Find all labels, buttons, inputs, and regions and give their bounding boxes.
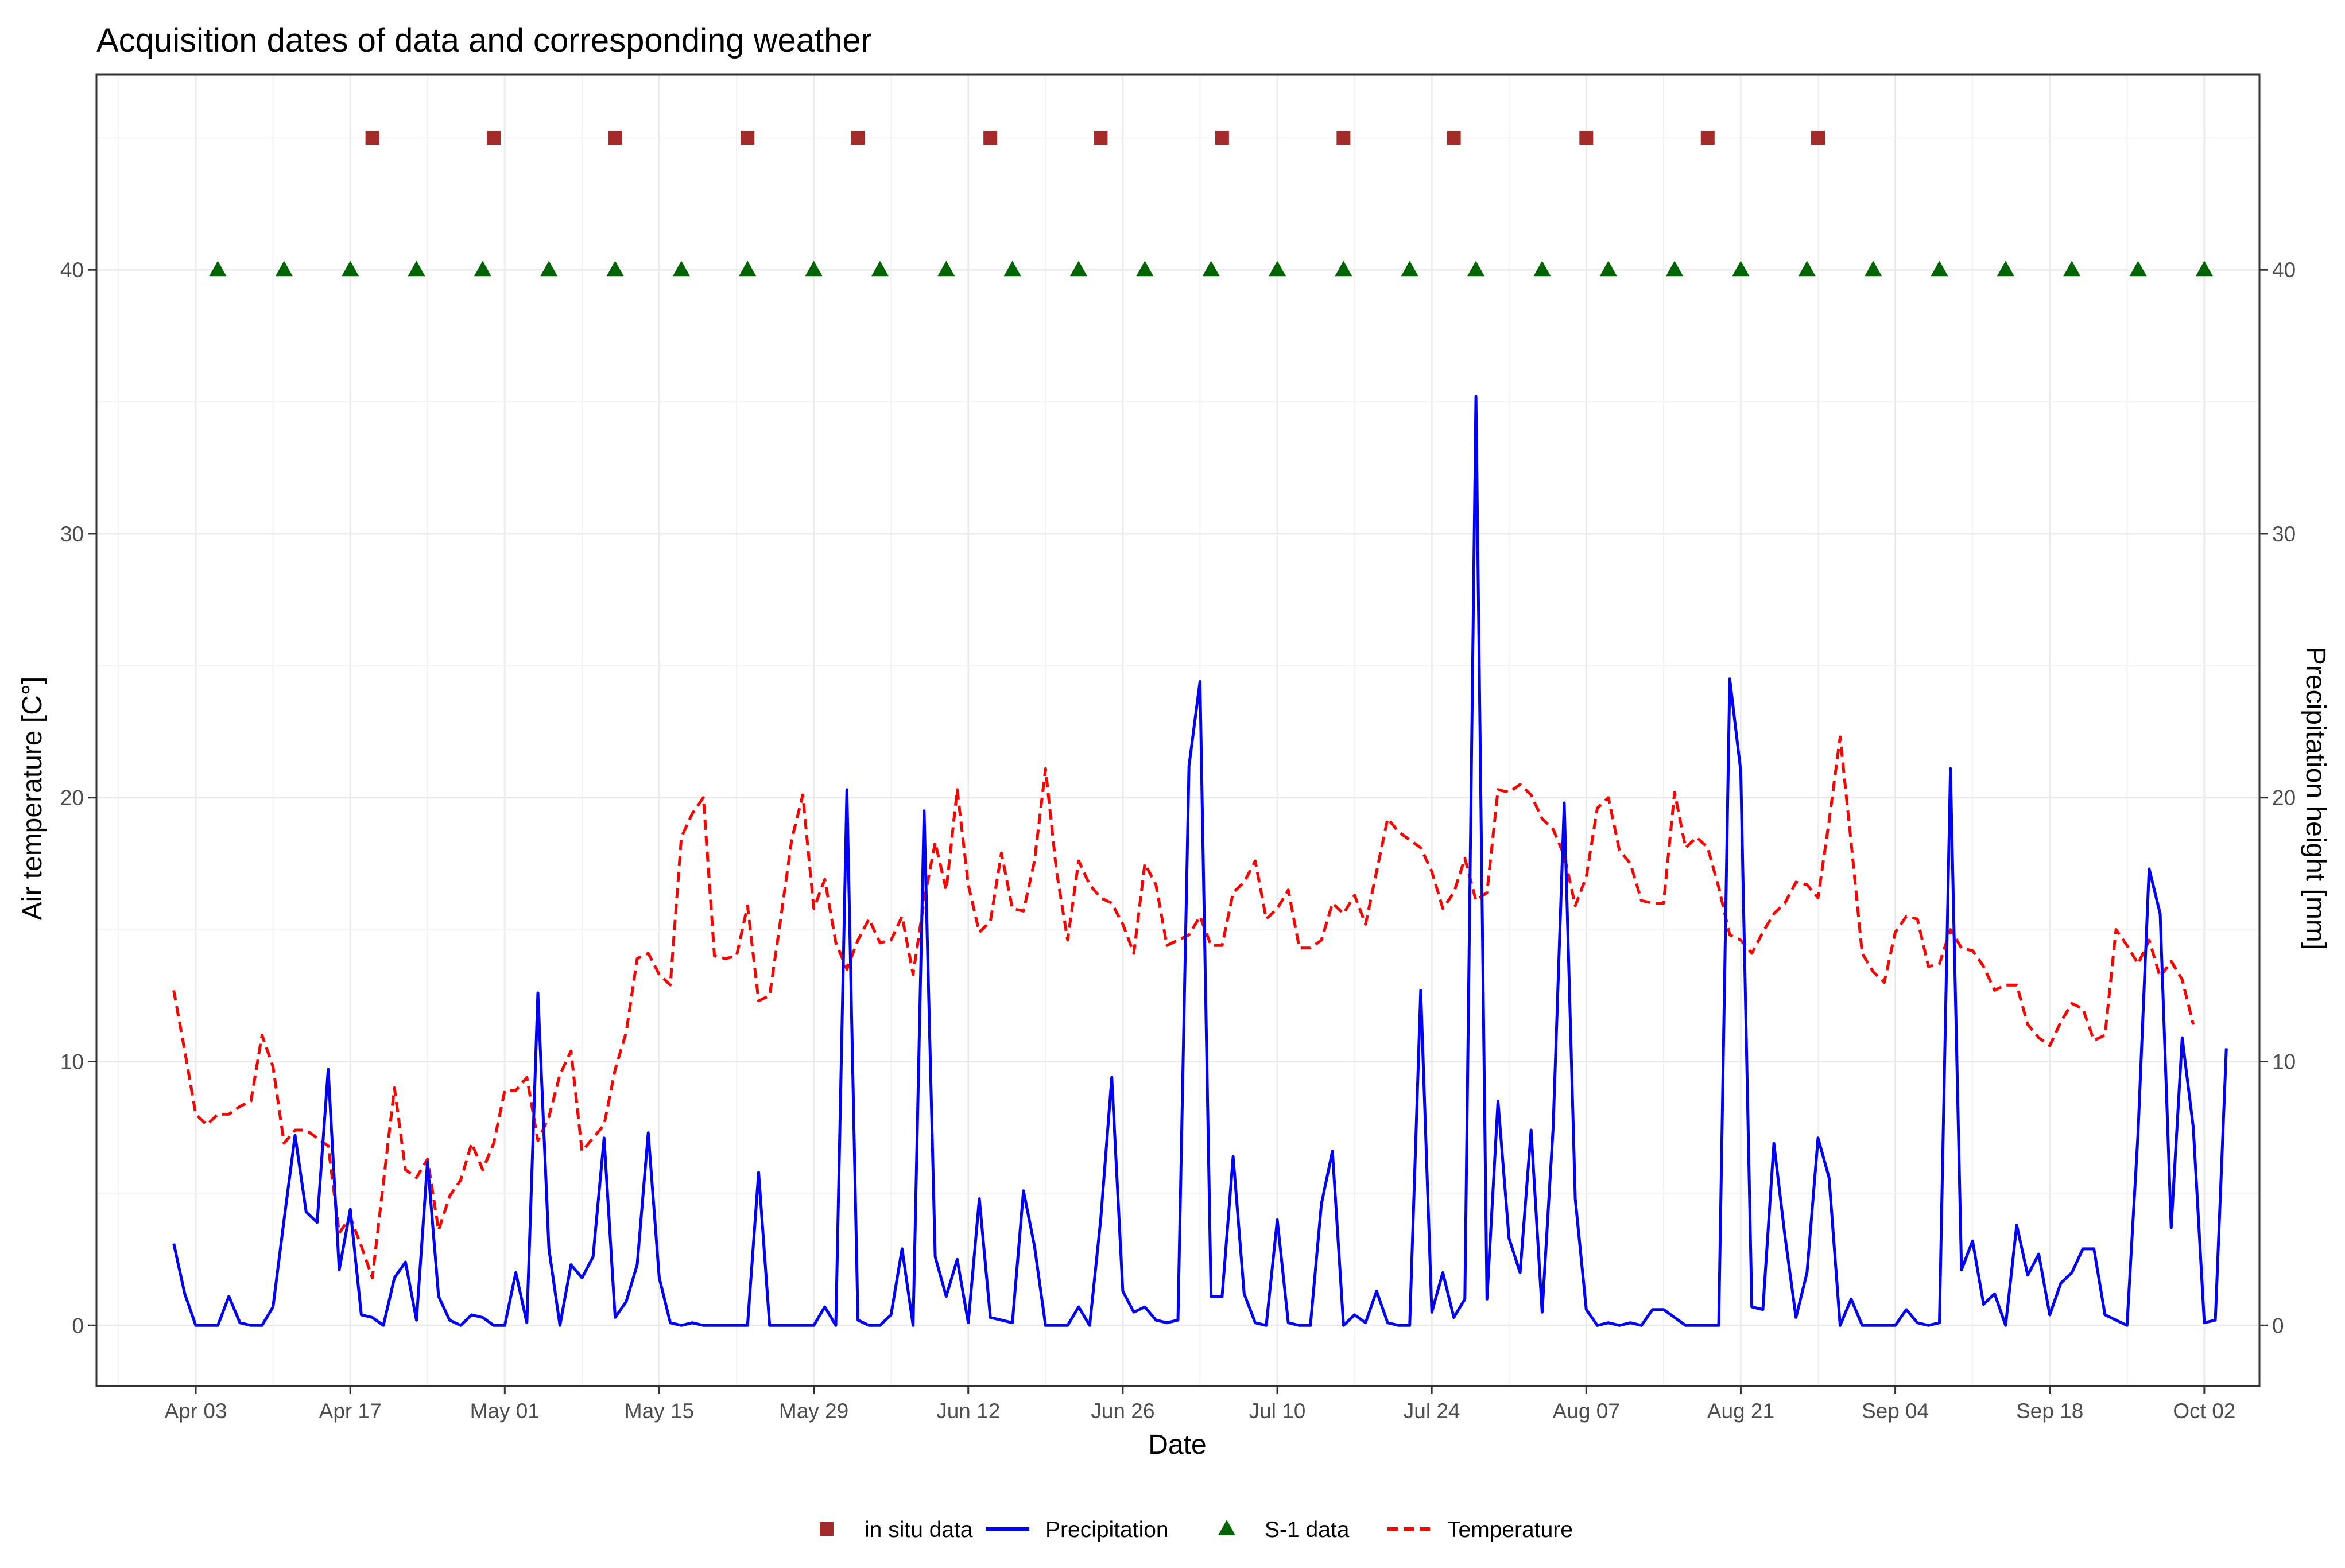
s1-marker [1335,261,1352,277]
in-situ-marker [1447,131,1461,145]
x-tick-label: Jul 10 [1249,1399,1306,1423]
y2-axis-title: Precipitation height [mm] [2300,647,2331,950]
x-tick-label: Sep 18 [2016,1399,2083,1423]
y2-tick-label: 10 [2272,1050,2296,1073]
y2-tick-label: 40 [2272,258,2296,282]
x-tick-label: Aug 21 [1707,1399,1774,1423]
s1-marker [1997,261,2014,277]
x-tick-label: May 01 [470,1399,540,1423]
in-situ-marker [1579,131,1594,145]
y-tick-label: 10 [60,1050,84,1073]
s1-marker [1069,261,1087,277]
in-situ-marker [741,131,755,145]
in-situ-marker [487,131,501,145]
legend-precipitation-label: Precipitation [1045,1517,1169,1542]
legend-s1-label: S-1 data [1265,1517,1350,1542]
s1-marker [1467,261,1485,277]
s1-marker [739,261,757,277]
grid [96,75,2259,1386]
x-tick-label: Apr 03 [165,1399,227,1423]
chart-title: Acquisition dates of data and correspond… [96,22,872,59]
legend-s1-key [1218,1520,1235,1535]
in-situ-marker [1811,131,1825,145]
panel-border [95,73,2261,1387]
temperature-line [172,735,2195,1279]
s1-marker [2129,261,2147,277]
s1-marker [672,261,690,277]
s1-marker [342,261,359,277]
s1-marker [606,261,624,277]
in-situ-marker [1336,131,1351,145]
s1-marker [1599,261,1617,277]
s1-marker [275,261,293,277]
s1-marker [937,261,955,277]
x-tick-label: Sep 04 [1862,1399,1929,1423]
s1-marker [1666,261,1684,277]
s1-marker [209,261,227,277]
x-tick-label: May 15 [625,1399,694,1423]
s1-marker [1732,261,1750,277]
legend-in-situ-label: in situ data [865,1517,973,1542]
s1-marker [1003,261,1021,277]
legend-in-situ-key [820,1522,834,1536]
x-tick-label: Jul 24 [1404,1399,1460,1423]
y-tick-label: 30 [60,522,84,546]
y-axis-title: Air temperature [C°] [17,677,48,921]
s1-marker [1401,261,1418,277]
in-situ-marker [1215,131,1229,145]
s1-marker [805,261,823,277]
series-layer [172,131,2228,1327]
y2-tick-label: 0 [2272,1314,2284,1337]
s1-marker [1136,261,1154,277]
axes: Apr 03 Apr 17 May 01 May 15 May 29 Jun 12 Jun … [60,258,2296,1423]
x-axis-title: Date [1148,1430,1206,1460]
y-tick-label: 40 [60,258,84,282]
in-situ-marker [1700,131,1715,145]
y-tick-label: 0 [72,1314,84,1337]
y-tick-label: 20 [60,786,84,810]
s1-marker [540,261,558,277]
in-situ-marker [365,131,379,145]
x-tick-label: Oct 02 [2173,1399,2235,1423]
x-tick-label: May 29 [779,1399,848,1423]
x-tick-label: Jun 12 [936,1399,1000,1423]
precipitation-line [172,395,2228,1327]
x-tick-label: Apr 17 [319,1399,382,1423]
s1-marker [1269,261,1286,277]
in-situ-marker [983,131,998,145]
in-situ-marker [851,131,865,145]
s1-marker [1798,261,1816,277]
s1-marker [1931,261,1948,277]
y2-tick-label: 30 [2272,522,2296,546]
s1-marker [871,261,889,277]
in-situ-marker [608,131,622,145]
legend-temperature-label: Temperature [1447,1517,1573,1542]
s1-marker [2063,261,2081,277]
s1-marker [1865,261,1882,277]
s1-marker [1202,261,1220,277]
legend: in situ data Precipitation S-1 data Tempera… [820,1517,1573,1542]
s1-marker [474,261,491,277]
x-tick-label: Jun 26 [1091,1399,1154,1423]
s1-marker [1533,261,1551,277]
x-tick-label: Aug 07 [1553,1399,1620,1423]
s1-marker [408,261,425,277]
s1-marker [2195,261,2213,277]
y2-tick-label: 20 [2272,786,2296,810]
in-situ-marker [1094,131,1108,145]
